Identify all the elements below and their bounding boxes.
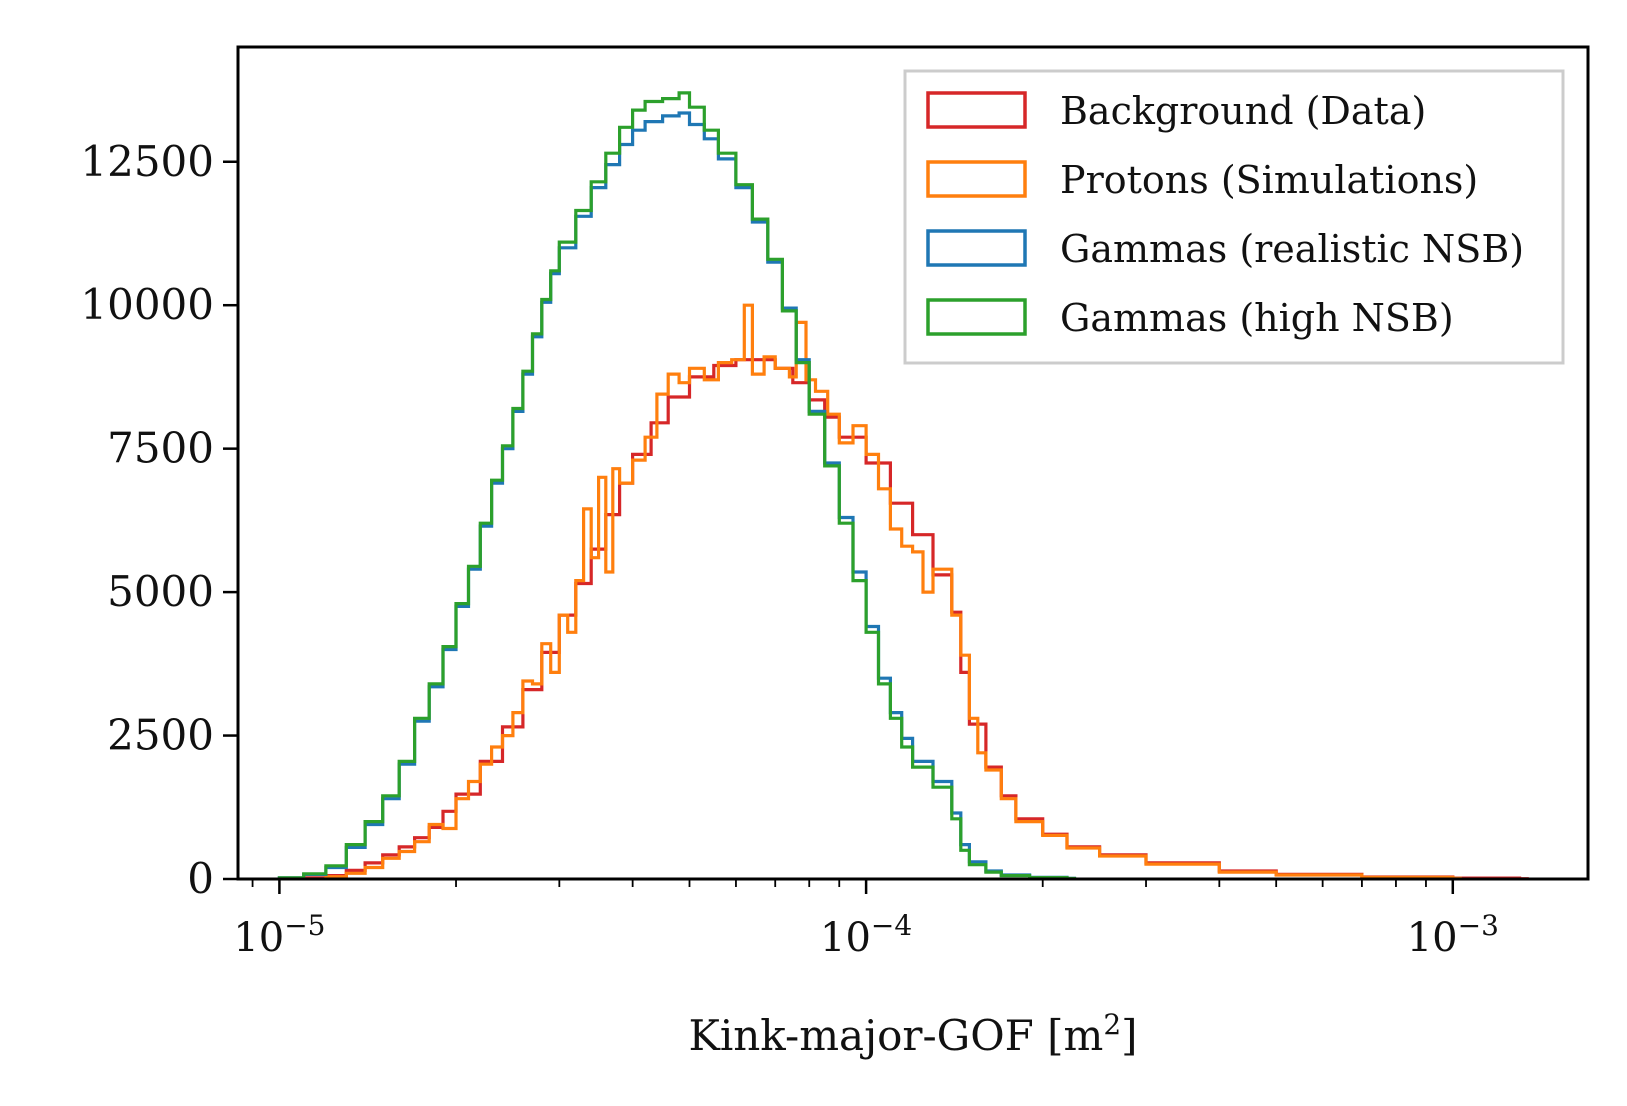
series-line-1 [324, 303, 1462, 879]
series-line-3 [277, 91, 1077, 879]
x-tick-label: 10−3 [1407, 909, 1499, 961]
x-tick-label: 10−5 [233, 909, 325, 961]
x-axis-label-main: Kink-major-GOF [m [688, 1011, 1103, 1060]
x-axis: 10−5 10−4 10−3 [233, 879, 1499, 961]
x-tick-label: 10−4 [820, 909, 912, 961]
legend: Background (Data) Protons (Simulations) Ga… [903, 69, 1565, 365]
y-axis: 0 2500 5000 7500 10000 12500 [80, 137, 238, 903]
plot-series-layer [277, 91, 1529, 879]
legend-label: Protons (Simulations) [1060, 158, 1478, 202]
y-tick-label: 5000 [107, 567, 214, 616]
legend-frame [903, 69, 1565, 365]
x-axis-label-end: ] [1121, 1011, 1137, 1060]
y-tick-label: 7500 [107, 424, 214, 473]
y-tick-label: 12500 [80, 137, 214, 186]
legend-label: Background (Data) [1060, 89, 1426, 133]
legend-swatch [926, 160, 1027, 198]
series-line-0 [279, 358, 1529, 879]
legend-label: Gammas (high NSB) [1060, 296, 1454, 340]
legend-label: Gammas (realistic NSB) [1060, 227, 1524, 271]
legend-swatch [926, 91, 1027, 129]
legend-swatch [926, 229, 1027, 267]
y-tick-label: 0 [187, 854, 214, 903]
plot-frame [236, 45, 1590, 881]
legend-swatch [926, 298, 1027, 336]
x-axis-label: Kink-major-GOF [m2] [688, 1008, 1137, 1060]
series-group [277, 91, 1529, 879]
x-axis-label-sup: 2 [1103, 1008, 1121, 1041]
y-tick-label: 10000 [80, 280, 214, 329]
y-tick-label: 2500 [107, 711, 214, 760]
